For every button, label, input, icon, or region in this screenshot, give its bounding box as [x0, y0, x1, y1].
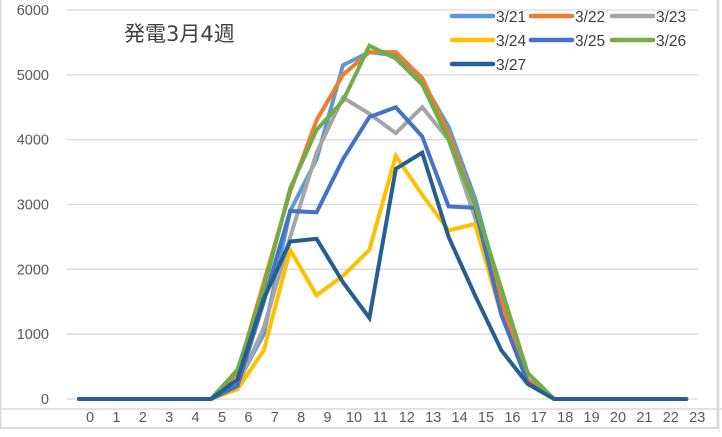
x-tick-label: 10: [346, 410, 362, 426]
y-tick-label: 6000: [17, 3, 49, 19]
series-line-3-21: [77, 50, 689, 401]
y-tick-label: 3000: [17, 198, 49, 214]
x-tick-label: 21: [636, 410, 652, 426]
x-tick-label: 7: [271, 410, 279, 426]
x-tick-label: 6: [244, 410, 252, 426]
legend-label: 3/23: [656, 9, 686, 26]
legend-label: 3/24: [496, 33, 527, 50]
x-tick-label: 4: [192, 410, 200, 426]
x-tick-label: 11: [373, 410, 388, 426]
x-tick-label: 5: [218, 410, 226, 426]
x-tick-label: 13: [425, 410, 441, 426]
y-tick-label: 5000: [17, 68, 49, 84]
x-tick-label: 23: [689, 410, 705, 426]
x-tick-label: 2: [139, 410, 147, 426]
legend-item-3-23: 3/23: [609, 9, 686, 26]
x-tick-label: 14: [452, 410, 468, 426]
y-tick-label: 0: [41, 392, 49, 408]
legend-item-3-22: 3/22: [528, 9, 605, 26]
x-tick-label: 17: [531, 410, 547, 426]
x-tick-label: 22: [663, 410, 679, 426]
legend-item-3-21: 3/21: [449, 9, 526, 26]
legend-item-3-27: 3/27: [449, 57, 526, 74]
x-tick-label: 8: [297, 410, 305, 426]
legend-label: 3/21: [496, 9, 526, 26]
legend-item-3-26: 3/26: [609, 33, 686, 50]
legend-label: 3/27: [496, 57, 526, 74]
x-tick-label: 9: [324, 410, 332, 426]
legend-label: 3/25: [575, 33, 605, 50]
legend-item-3-24: 3/24: [449, 33, 527, 50]
chart-border: [0, 0, 719, 429]
series-line-3-24: [77, 151, 689, 401]
x-tick-label: 1: [112, 410, 120, 426]
series-line-3-27: [77, 149, 689, 401]
y-tick-label: 2000: [17, 262, 49, 278]
x-tick-label: 18: [557, 410, 573, 426]
x-tick-label: 12: [399, 410, 415, 426]
legend-label: 3/26: [656, 33, 686, 50]
x-tick-label: 20: [610, 410, 626, 426]
x-tick-label: 16: [504, 410, 520, 426]
series-line-3-22: [77, 50, 689, 401]
x-tick-label: 0: [86, 410, 94, 426]
x-tick-label: 19: [584, 410, 600, 426]
x-tick-label: 15: [478, 410, 494, 426]
chart-title: 発電3月4週: [124, 22, 235, 46]
series-line-3-26: [77, 42, 689, 401]
y-tick-label: 4000: [17, 133, 49, 149]
legend-label: 3/22: [575, 9, 605, 26]
legend-item-3-25: 3/25: [528, 33, 605, 50]
y-tick-label: 1000: [17, 327, 49, 343]
x-tick-label: 3: [165, 410, 173, 426]
